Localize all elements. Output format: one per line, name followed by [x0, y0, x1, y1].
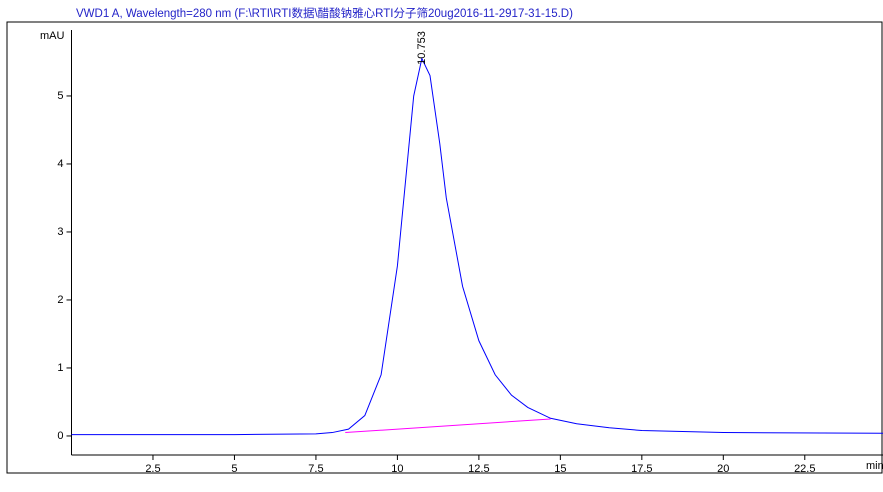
y-tick-label: 3 — [57, 226, 63, 238]
y-tick-label: 4 — [57, 158, 63, 170]
x-tick-label: 5 — [231, 463, 237, 475]
signal-line — [71, 57, 883, 436]
x-axis-label: min — [866, 460, 883, 472]
y-tick-label: 2 — [57, 294, 63, 306]
signal-line — [345, 418, 551, 434]
x-tick-label: 17.5 — [631, 463, 652, 475]
x-tick-label: 7.5 — [308, 463, 323, 475]
x-tick-label: 15 — [554, 463, 566, 475]
x-tick-label: 22.5 — [794, 463, 815, 475]
y-axis-label: mAU — [40, 30, 65, 42]
y-tick-label: 0 — [57, 430, 63, 442]
frame — [6, 21, 883, 474]
chart-title: VWD1 A, Wavelength=280 nm (F:\RTI\RTI数据\… — [76, 6, 573, 20]
peak-label: 10.753 — [416, 31, 428, 65]
y-tick-label: 1 — [57, 362, 63, 374]
x-tick-label: 12.5 — [468, 463, 489, 475]
x-tick-label: 10 — [391, 463, 403, 475]
y-tick-label: 5 — [57, 90, 63, 102]
x-tick-label: 20 — [717, 463, 729, 475]
x-tick-label: 2.5 — [145, 463, 160, 475]
